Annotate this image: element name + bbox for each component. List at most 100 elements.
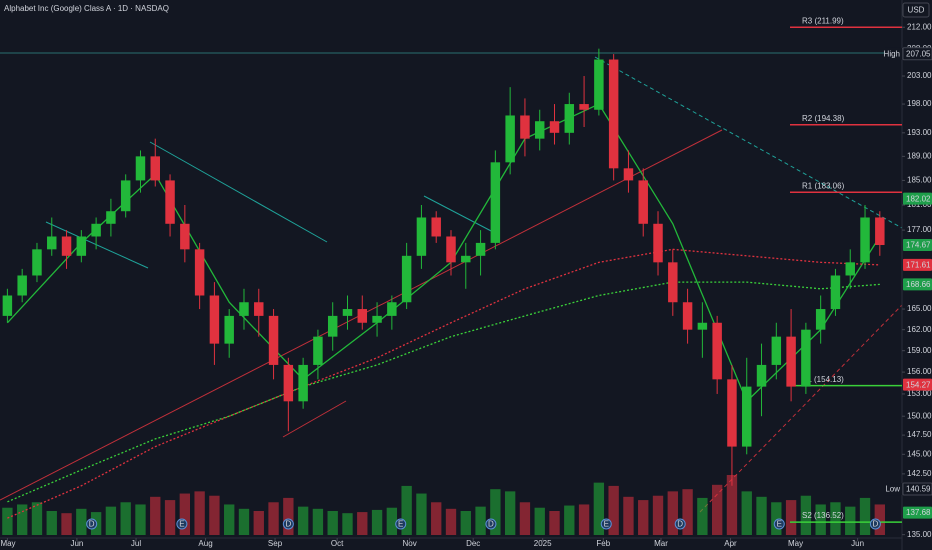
volume-bar <box>224 504 235 535</box>
price-label-box <box>903 378 932 391</box>
event-marker <box>674 518 686 530</box>
volume-bar <box>416 493 427 535</box>
candle-body <box>594 59 604 110</box>
volume-bar <box>194 491 205 535</box>
price-label: 182.02 <box>906 194 931 203</box>
event-marker <box>86 518 98 530</box>
price-tag: High <box>884 49 900 58</box>
trendline <box>594 56 903 229</box>
moving-average <box>7 281 880 503</box>
volume-bar <box>652 495 664 535</box>
volume-bar <box>46 511 57 535</box>
price-label: 137.68 <box>906 508 931 517</box>
event-marker <box>773 518 785 530</box>
event-label: E <box>179 520 184 529</box>
y-tick-label: 153.00 <box>907 389 932 398</box>
volume-bar <box>17 504 28 535</box>
candle-body <box>712 322 722 380</box>
candle-body <box>61 236 72 256</box>
y-tick-label: 162.00 <box>907 325 932 334</box>
currency-button[interactable] <box>902 2 930 18</box>
volume-bar <box>830 502 841 535</box>
y-tick-label: 185.00 <box>907 176 932 185</box>
price-label: 207.05 <box>906 49 931 58</box>
candle-body <box>357 309 368 323</box>
volume-bar <box>534 507 545 535</box>
volume-bar <box>549 511 560 535</box>
y-tick-label: 147.50 <box>907 430 932 439</box>
candle-body <box>209 295 220 344</box>
volume-bar <box>135 504 146 535</box>
volume-bar <box>283 497 294 535</box>
candle-body <box>431 217 441 237</box>
candle-body <box>653 223 663 263</box>
event-marker <box>395 518 407 530</box>
candle-body <box>534 121 545 139</box>
candle-body <box>387 302 397 316</box>
candle-body <box>742 386 752 447</box>
event-label: D <box>285 520 291 529</box>
price-tag-box <box>885 47 902 60</box>
volume-bar <box>815 504 826 535</box>
candle-body <box>313 336 323 365</box>
x-tick-label: Mar <box>654 539 668 548</box>
volume-bar <box>519 502 531 535</box>
candle-body <box>180 223 190 250</box>
candle-body <box>372 315 382 323</box>
volume-bar <box>711 484 723 535</box>
price-label: 168.66 <box>906 280 931 289</box>
y-tick-label: 165.00 <box>907 304 932 313</box>
x-tick-label: Nov <box>402 539 416 548</box>
volume-bar <box>2 507 13 535</box>
candle-body <box>17 275 27 296</box>
price-label: 174.67 <box>906 241 931 250</box>
x-tick-label: Oct <box>331 539 344 548</box>
volume-bar <box>150 496 161 535</box>
price-label-box <box>902 482 932 496</box>
candle-body <box>76 236 87 256</box>
candle-body <box>401 255 412 303</box>
x-tick-label: Dec <box>466 539 480 548</box>
volume-bar <box>845 506 856 535</box>
x-tick-label: May <box>788 539 803 548</box>
candle-body <box>32 249 42 276</box>
currency-label: USD <box>908 6 925 15</box>
candle-body <box>342 309 353 316</box>
x-tick-label: Sep <box>268 539 283 548</box>
trendline <box>423 195 496 234</box>
volume-bar <box>475 506 486 535</box>
candle-body <box>268 315 279 365</box>
trendline <box>282 400 347 438</box>
candle-body <box>150 156 160 181</box>
volume-bar <box>445 508 457 535</box>
volume-bar <box>771 502 782 535</box>
y-tick-label: 193.00 <box>907 128 932 137</box>
candle-body <box>830 275 841 310</box>
price-label-box <box>903 506 932 519</box>
candles <box>2 48 885 486</box>
y-tick-label: 135.00 <box>907 530 932 539</box>
candle-body <box>608 59 619 169</box>
candle-body <box>298 364 308 402</box>
volume-bar <box>31 502 43 535</box>
candle-body <box>801 329 811 387</box>
volume-bar <box>120 502 131 535</box>
candle-body <box>475 242 486 256</box>
price-label: 171.61 <box>906 260 931 269</box>
price-tag: Low <box>885 485 900 494</box>
event-label: E <box>777 520 782 529</box>
volume-bar <box>608 485 619 535</box>
volume-bar <box>386 507 398 535</box>
volume-bar <box>504 491 516 535</box>
volume-bar <box>741 491 752 535</box>
volume-bar <box>593 482 605 535</box>
candle-body <box>845 262 855 276</box>
volume-bar <box>859 497 871 535</box>
volume-bar <box>61 513 72 535</box>
price-label-box <box>903 239 932 252</box>
candle-body <box>2 295 13 316</box>
y-tick-label: 150.00 <box>907 411 932 420</box>
event-label: D <box>677 520 683 529</box>
chart-title: Alphabet Inc (Google) Class A · 1D · NAS… <box>4 4 169 13</box>
